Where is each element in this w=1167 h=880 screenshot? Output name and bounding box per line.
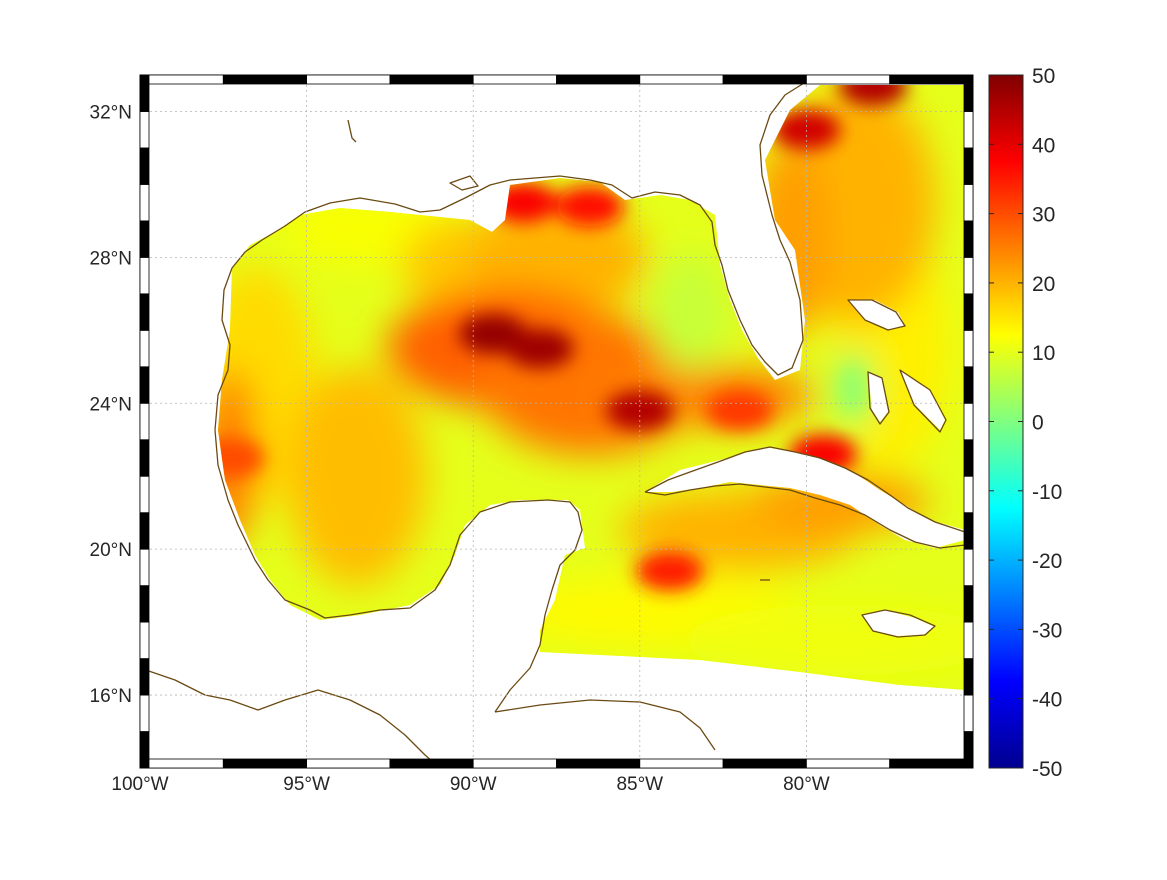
coastline-segment	[861, 609, 936, 638]
hotspot-western-gulf-coast	[218, 437, 264, 478]
lon-tick-label: 80°W	[783, 774, 830, 795]
coastline-segment	[214, 267, 583, 713]
lon-tick-label: 85°W	[616, 774, 663, 795]
lat-tick-label: 20°N	[90, 540, 132, 561]
colorbar-tick-label: 20	[1032, 273, 1055, 296]
lat-tick-label: 32°N	[90, 102, 132, 123]
lat-tick-label: 24°N	[90, 394, 132, 415]
coldspot-great-bahama-bank	[841, 364, 866, 413]
hotspot-north-gulf-shelf	[489, 182, 558, 223]
colorbar-tick-label: 10	[1032, 342, 1055, 365]
hotspot-gulf-stream-ne	[839, 85, 908, 106]
lon-tick-label: 90°W	[450, 774, 497, 795]
colorbar-tick-label: -20	[1032, 550, 1062, 573]
colorbar: 50 40 30 20 10 0 -10 -20 -30 -40 -50	[988, 65, 1062, 781]
lon-tick-label: 100°W	[111, 774, 168, 795]
colorbar-tick-label: 40	[1032, 134, 1055, 157]
coldspot-west-florida-shelf	[677, 288, 702, 337]
hotspot-central-gulf-max-2	[505, 328, 574, 369]
latitude-labels: 16°N 20°N 24°N 28°N 32°N	[90, 102, 132, 707]
colorbar-tick-label: 50	[1032, 65, 1055, 88]
coastline-segment	[867, 371, 890, 425]
colorbar-ticks: 50 40 30 20 10 0 -10 -20 -30 -40 -50	[989, 65, 1062, 781]
colorbar-tick-label: -30	[1032, 619, 1062, 642]
map-frame	[139, 74, 974, 769]
coastline-segment	[347, 119, 770, 581]
lat-tick-label: 16°N	[90, 686, 132, 707]
colorbar-tick-label: 30	[1032, 204, 1055, 227]
hotspot-north-gulf-shelf-2	[555, 186, 624, 227]
land-mask	[645, 300, 965, 636]
coastline-segment	[231, 77, 813, 376]
colorbar-tick-label: -40	[1032, 689, 1062, 712]
lon-tick-label: 95°W	[283, 774, 330, 795]
hotspot-gulf-stream-north	[772, 109, 841, 150]
graticule-grid	[140, 75, 973, 768]
colorbar-gradient	[988, 74, 1024, 769]
colorbar-tick-label: 0	[1032, 412, 1044, 435]
lat-tick-label: 28°N	[90, 248, 132, 269]
coastline-segment	[899, 369, 947, 433]
colorbar-tick-label: -10	[1032, 481, 1062, 504]
colorbar-tick-label: -50	[1032, 758, 1062, 781]
coastline-segment	[139, 667, 441, 769]
coastline-segment	[847, 299, 906, 331]
hotspot-cayman	[635, 551, 704, 592]
coastline-segment	[494, 699, 716, 751]
hotspot-florida-straits	[705, 390, 774, 431]
longitude-labels: 100°W 95°W 90°W 85°W 80°W	[111, 774, 829, 795]
coastline-segment	[644, 446, 966, 549]
heatmap-field	[218, 85, 965, 690]
